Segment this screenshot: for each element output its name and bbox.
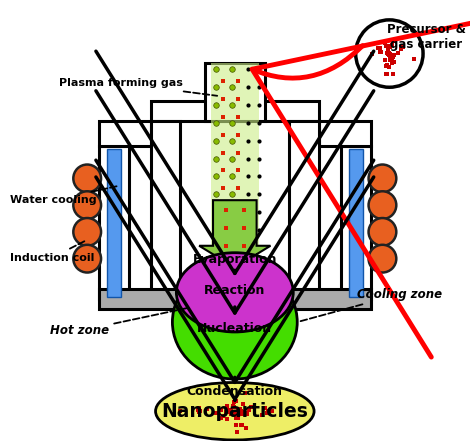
Circle shape (73, 191, 101, 219)
Bar (341, 146, 371, 299)
Circle shape (369, 164, 396, 192)
Text: Reaction: Reaction (204, 284, 265, 297)
Bar (107, 149, 121, 297)
Bar (99, 146, 129, 299)
Text: Induction coil: Induction coil (10, 241, 94, 263)
FancyArrowPatch shape (96, 51, 374, 273)
FancyArrowPatch shape (252, 0, 474, 357)
Circle shape (73, 245, 101, 272)
Circle shape (73, 218, 101, 246)
Text: Nucleation: Nucleation (197, 323, 273, 335)
Circle shape (73, 164, 101, 192)
Ellipse shape (155, 382, 314, 440)
Text: Cooling zone: Cooling zone (300, 288, 442, 321)
Bar (349, 149, 363, 297)
Text: Nanoparticles: Nanoparticles (161, 402, 308, 421)
Circle shape (369, 191, 396, 219)
FancyArrowPatch shape (96, 177, 374, 400)
FancyArrowPatch shape (96, 160, 374, 382)
Bar (99, 121, 151, 146)
Ellipse shape (173, 265, 297, 379)
Bar (205, 63, 264, 121)
Ellipse shape (176, 253, 293, 332)
Text: Hot zone: Hot zone (50, 308, 189, 338)
Text: Plasma forming gas: Plasma forming gas (59, 78, 217, 96)
Bar (99, 289, 371, 309)
Bar (319, 121, 371, 146)
Text: Evaporation: Evaporation (192, 253, 277, 266)
Circle shape (369, 218, 396, 246)
Text: Condensation: Condensation (187, 385, 283, 398)
Bar (289, 121, 319, 299)
Bar (211, 63, 259, 269)
Text: Precursor &
gas carrier: Precursor & gas carrier (387, 23, 465, 51)
Circle shape (369, 245, 396, 272)
Bar (151, 101, 319, 121)
FancyArrowPatch shape (96, 91, 374, 313)
Text: Water cooling: Water cooling (10, 186, 118, 205)
Circle shape (356, 20, 423, 87)
Bar (151, 121, 180, 299)
FancyArrow shape (199, 200, 271, 268)
